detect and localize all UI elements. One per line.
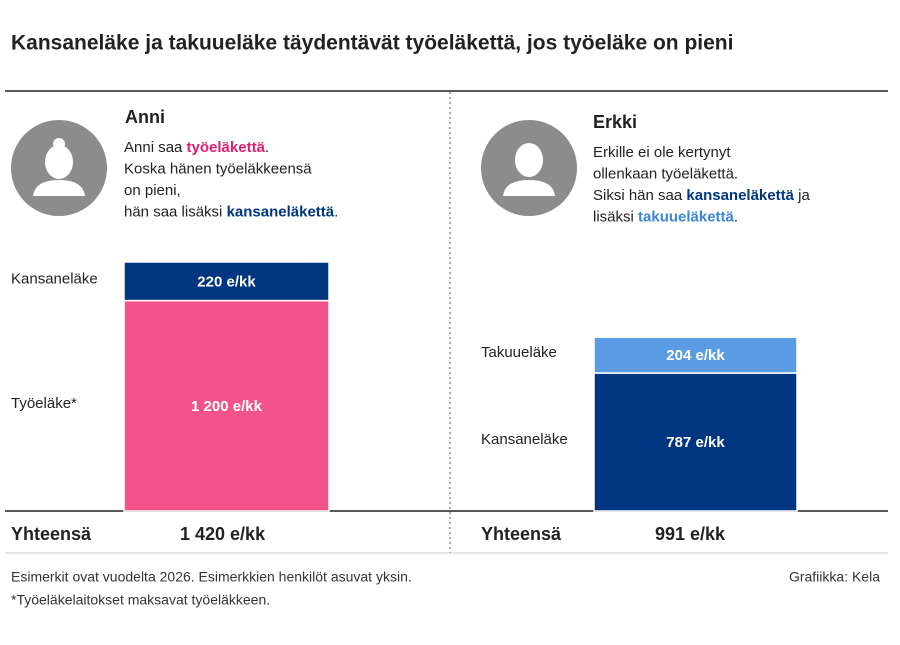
description-text: . [334,203,338,220]
total-label: Yhteensä [481,524,562,544]
description-text: ollenkaan työeläkettä. [593,165,738,182]
description-line: Siksi hän saa kansaneläkettä ja [593,187,810,204]
description-text: Koska hänen työeläkkeensä [124,160,312,177]
footnote: *Työeläkelaitokset maksavat työeläkkeen. [11,592,270,608]
description-line: Erkille ei ole kertynyt [593,144,731,161]
bar-segment [593,336,798,374]
person-name: Erkki [593,112,637,132]
category-label: Takuueläke [481,344,557,361]
description-line: ollenkaan työeläkettä. [593,165,738,182]
description-text: . [734,208,738,225]
value-label: 1 200 e/kk [191,398,263,415]
category-label: Kansaneläke [481,431,568,448]
description-text: Erkille ei ole kertynyt [593,144,731,161]
value-label: 204 e/kk [666,347,725,364]
description-line: lisäksi takuueläkettä. [593,208,738,225]
credit: Grafiikka: Kela [789,569,880,585]
description-text: kansaneläkettä [686,187,794,204]
description-text: . [265,139,269,156]
category-label: Kansaneläke [11,270,98,287]
person-name: Anni [125,107,165,127]
description-line: hän saa lisäksi kansaneläkettä. [124,203,338,220]
description-text: hän saa lisäksi [124,203,227,220]
description-text: takuueläkettä [638,208,735,225]
description-text: ja [794,187,811,204]
total-value: 1 420 e/kk [180,524,266,544]
description-text: Anni saa [124,139,187,156]
description-line: Koska hänen työeläkkeensä [124,160,312,177]
description-text: lisäksi [593,208,638,225]
description-line: on pieni, [124,182,181,199]
avatar-female [11,120,107,216]
footnote: Esimerkit ovat vuodelta 2026. Esimerkkie… [11,569,412,585]
total-value: 991 e/kk [655,524,726,544]
bar-segment [123,261,330,302]
title: Kansaneläke ja takuueläke täydentävät ty… [11,32,733,55]
description-text: on pieni, [124,182,181,199]
description-text: kansaneläkettä [227,203,335,220]
description-text: Siksi hän saa [593,187,686,204]
category-label: Työeläke* [11,395,77,412]
value-label: 787 e/kk [666,434,725,451]
description-line: Anni saa työeläkettä. [124,139,269,156]
avatar-male [481,120,577,216]
description-text: työeläkettä [187,139,266,156]
bar-segment [593,372,798,512]
value-label: 220 e/kk [197,273,256,290]
total-label: Yhteensä [11,524,92,544]
